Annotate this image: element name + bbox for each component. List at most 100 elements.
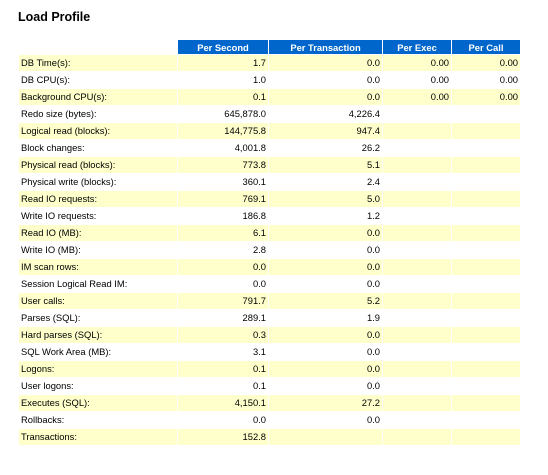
per-call-value [452,123,520,139]
per-exec-value [383,344,451,360]
per-exec-value [383,429,451,445]
table-row: Parses (SQL): 289.1 1.9 [19,310,520,326]
per-transaction-value: 0.0 [269,89,382,105]
per-call-value [452,361,520,377]
per-exec-value [383,310,451,326]
per-call-value [452,344,520,360]
per-exec-value [383,157,451,173]
per-exec-value [383,361,451,377]
metric-label: Read IO requests: [19,191,177,207]
per-second-value: 0.0 [178,276,268,292]
metric-label: Redo size (bytes): [19,106,177,122]
header-cell-per-second: Per Second [178,40,268,54]
per-call-value [452,208,520,224]
table-row: Physical read (blocks): 773.8 5.1 [19,157,520,173]
header-cell-per-transaction: Per Transaction [269,40,382,54]
table-row: Physical write (blocks): 360.1 2.4 [19,174,520,190]
per-transaction-value: 27.2 [269,395,382,411]
table-row: Write IO requests: 186.8 1.2 [19,208,520,224]
metric-label: Background CPU(s): [19,89,177,105]
per-transaction-value: 0.0 [269,242,382,258]
table-row: User logons: 0.1 0.0 [19,378,520,394]
per-second-value: 3.1 [178,344,268,360]
per-exec-value [383,378,451,394]
per-call-value [452,395,520,411]
per-exec-value [383,208,451,224]
table-row: DB CPU(s): 1.0 0.0 0.00 0.00 [19,72,520,88]
per-second-value: 773.8 [178,157,268,173]
per-second-value: 1.0 [178,72,268,88]
per-transaction-value: 0.0 [269,327,382,343]
per-exec-value [383,395,451,411]
metric-label: Session Logical Read IM: [19,276,177,292]
per-second-value: 769.1 [178,191,268,207]
metric-label: DB Time(s): [19,55,177,71]
table-row: Write IO (MB): 2.8 0.0 [19,242,520,258]
per-second-value: 0.0 [178,412,268,428]
per-second-value: 360.1 [178,174,268,190]
per-transaction-value: 26.2 [269,140,382,156]
per-exec-value: 0.00 [383,55,451,71]
per-transaction-value: 0.0 [269,378,382,394]
per-transaction-value: 0.0 [269,55,382,71]
per-second-value: 6.1 [178,225,268,241]
table-row: Rollbacks: 0.0 0.0 [19,412,520,428]
per-call-value [452,310,520,326]
metric-label: Logical read (blocks): [19,123,177,139]
per-second-value: 289.1 [178,310,268,326]
table-row: Read IO requests: 769.1 5.0 [19,191,520,207]
section-title: Load Profile [18,10,91,24]
per-transaction-value: 0.0 [269,72,382,88]
per-exec-value [383,174,451,190]
per-second-value: 0.1 [178,361,268,377]
per-call-value [452,106,520,122]
per-transaction-value: 0.0 [269,225,382,241]
table-row: Transactions: 152.8 [19,429,520,445]
header-cell-per-exec: Per Exec [383,40,451,54]
per-call-value [452,293,520,309]
per-transaction-value [269,429,382,445]
metric-label: Rollbacks: [19,412,177,428]
table-body: DB Time(s): 1.7 0.0 0.00 0.00 DB CPU(s): 1.0 0.… [19,55,520,445]
per-call-value [452,191,520,207]
per-second-value: 645,878.0 [178,106,268,122]
load-profile-table: Per Second Per Transaction Per Exec Per … [18,39,521,446]
header-cell-blank [19,40,177,54]
per-exec-value [383,327,451,343]
metric-label: Executes (SQL): [19,395,177,411]
per-second-value: 152.8 [178,429,268,445]
per-second-value: 186.8 [178,208,268,224]
per-transaction-value: 0.0 [269,412,382,428]
per-transaction-value: 1.9 [269,310,382,326]
metric-label: User logons: [19,378,177,394]
per-call-value: 0.00 [452,55,520,71]
table-row: Logical read (blocks): 144,775.8 947.4 [19,123,520,139]
per-call-value [452,276,520,292]
table-row: Session Logical Read IM: 0.0 0.0 [19,276,520,292]
per-second-value: 0.3 [178,327,268,343]
per-exec-value [383,276,451,292]
metric-label: Parses (SQL): [19,310,177,326]
table-row: Logons: 0.1 0.0 [19,361,520,377]
per-exec-value: 0.00 [383,89,451,105]
per-second-value: 2.8 [178,242,268,258]
per-transaction-value: 5.0 [269,191,382,207]
table-row: SQL Work Area (MB): 3.1 0.0 [19,344,520,360]
per-second-value: 791.7 [178,293,268,309]
per-call-value [452,157,520,173]
per-transaction-value: 1.2 [269,208,382,224]
metric-label: Block changes: [19,140,177,156]
table-row: Read IO (MB): 6.1 0.0 [19,225,520,241]
per-transaction-value: 2.4 [269,174,382,190]
per-second-value: 0.1 [178,378,268,394]
per-call-value [452,225,520,241]
metric-label: Write IO requests: [19,208,177,224]
per-call-value [452,412,520,428]
per-call-value [452,259,520,275]
table-row: User calls: 791.7 5.2 [19,293,520,309]
per-second-value: 1.7 [178,55,268,71]
metric-label: IM scan rows: [19,259,177,275]
per-call-value: 0.00 [452,72,520,88]
table-row: Block changes: 4,001.8 26.2 [19,140,520,156]
metric-label: Write IO (MB): [19,242,177,258]
